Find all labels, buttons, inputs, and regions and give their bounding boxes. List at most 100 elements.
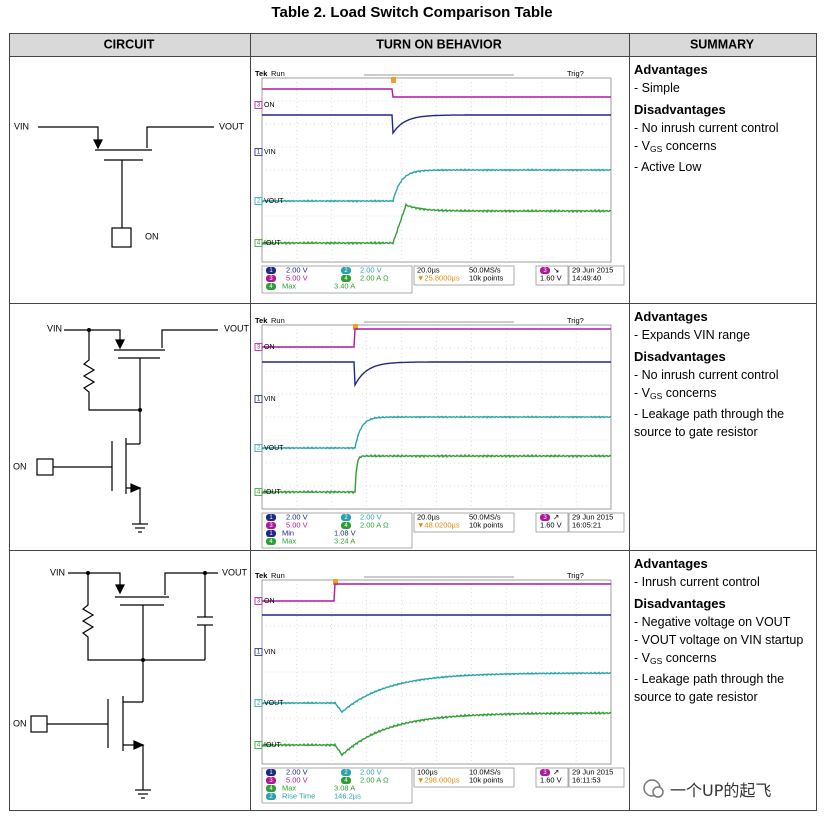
summary-item-part: concerns [662,139,717,153]
scope-brand: Tek [255,316,268,325]
trigger-marker [353,324,358,330]
readout-badge [540,514,550,521]
measurement-name: Rise Time [282,791,315,800]
readout-channel: 2 [269,794,273,800]
measurement-value: 1.08 V [334,528,356,537]
readout-channel: 3 [269,276,273,282]
readout-badge [266,267,276,274]
summary-item-part: - V [634,386,650,400]
readout-rate: 50.0MS/s [469,512,501,521]
channel-badge [254,648,263,656]
table-border [9,33,817,811]
readout-badge [266,514,276,521]
measurement-name: Min [282,528,294,537]
summary-item-part: concerns [662,386,717,400]
readout-badge [341,267,351,274]
channel-number: 4 [257,743,261,749]
measurement-name: Max [282,783,296,792]
readout-value: 2.00 V [360,265,382,274]
scope-trigger-state: Trig? [567,69,584,78]
summary-item: - Inrush current control [634,575,760,589]
waveform [262,328,611,348]
channel-name: VIN [264,396,276,403]
scope-background [254,317,625,546]
readout-badge [341,777,351,784]
readout-box [413,767,515,788]
channel-number: 1 [257,150,261,156]
readout-points: 10k points [469,775,503,784]
readout-points: 10k points [469,520,503,529]
channel-badge [254,444,263,452]
waveform [261,671,612,714]
waveform [261,415,612,450]
readout-box [413,512,515,533]
readout-channel: 4 [269,539,273,545]
summary-heading: Advantages [634,309,708,324]
summary-heading: Disadvantages [634,102,726,117]
circuit-diagram: VIN VOUT ON [13,323,250,533]
channel-name: ON [264,102,275,109]
readout-channel: 1 [269,770,273,776]
waveform [261,453,612,495]
waveform [262,361,611,388]
readout-badge [266,522,276,529]
measurement-value: 3.08 A [334,783,355,792]
readout-channel: 3 [543,268,547,274]
readout-channel: 4 [344,523,348,529]
channel-name: IOUT [264,240,281,247]
summary-item: - No inrush current control [634,368,779,382]
channel-number: 4 [257,490,261,496]
readout-value: 2.00 V [360,767,382,776]
readout-box [568,265,625,286]
channel-name: VOUT [264,445,284,452]
readout-channel: 4 [269,786,273,792]
trigger-marker [333,579,338,585]
readout-badge [341,275,351,282]
readout-value: 2.00 A Ω [360,775,389,784]
readout-value: 2.00 A Ω [360,273,389,282]
readout-rate: 50.0MS/s [469,265,501,274]
measurement-value: 146.2µs [334,791,361,800]
channel-name: VIN [264,149,276,156]
summary-heading: Advantages [634,62,708,77]
readout-value: 5.00 V [286,520,308,529]
circuit-diagram: VIN VOUT ON [14,121,245,248]
scope-state: Run [271,316,285,325]
table-title: Table 2. Load Switch Comparison Table [271,4,552,21]
summary-cell: Advantages - Expands VIN range Disadvantag… [634,308,814,441]
channel-name: ON [264,598,275,605]
readout-channel: 4 [344,276,348,282]
circuit-label: VOUT [224,323,250,333]
readout-badge [266,530,276,537]
scope-state: Run [271,69,285,78]
readout-time: 100µs [417,767,438,776]
channel-number: 2 [257,446,261,452]
readout-value: 2.00 V [286,512,308,521]
waveform [262,88,611,98]
readout-points: 10k points [469,273,503,282]
readout-channel: 3 [269,778,273,784]
readout-clock: 16:11:53 [572,775,601,784]
summary-item: - Negative voltage on VOUT [634,615,791,629]
readout-badge [540,769,550,776]
readout-channel: 1 [269,531,273,537]
readout-time: 20.0µs [417,265,440,274]
readout-box [261,512,413,549]
channel-name: IOUT [264,742,281,749]
readout-channel: 3 [543,770,547,776]
readout-trigger-level: 1.60 V [540,520,562,529]
circuit-label: ON [145,231,159,241]
readout-trigger-slope: ↘ [553,265,559,274]
channel-number: 3 [257,599,261,605]
channel-number: 1 [257,397,261,403]
measurement-value: 3.24 A [334,536,355,545]
channel-number: 3 [257,345,261,351]
channel-badge [254,741,263,749]
readout-channel: 2 [344,268,348,274]
waveform [261,202,612,246]
circuit-label: ON [13,461,27,471]
channel-badge [254,343,263,351]
